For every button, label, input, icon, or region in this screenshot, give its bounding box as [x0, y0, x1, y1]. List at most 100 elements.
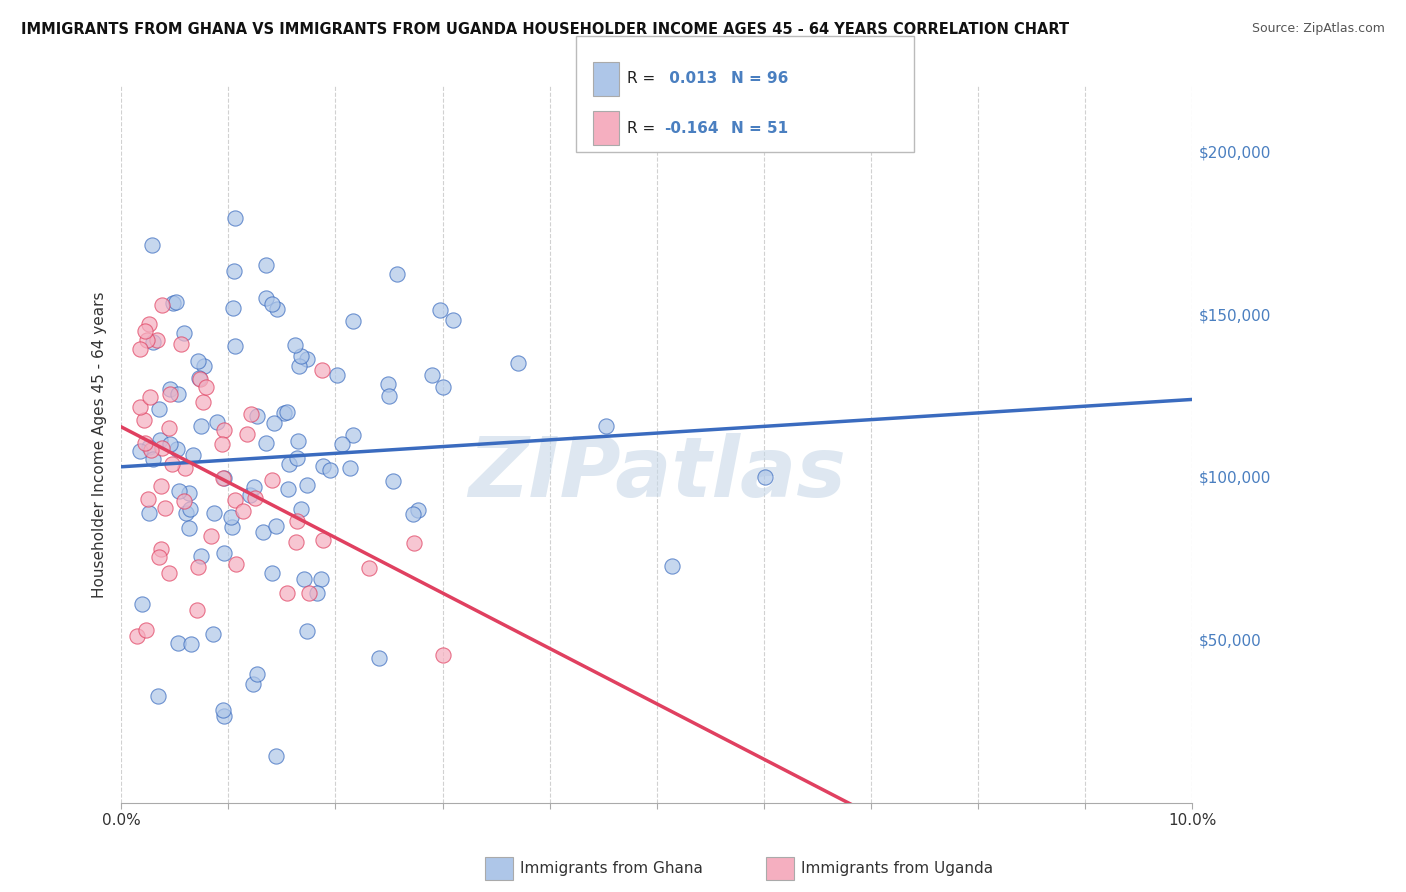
Point	[330, 437, 353, 451]
Point	[339, 461, 361, 475]
Point	[278, 457, 301, 471]
Point	[264, 749, 287, 764]
Point	[150, 441, 173, 455]
Point	[264, 519, 287, 533]
Point	[381, 474, 404, 488]
Point	[243, 491, 266, 506]
Point	[254, 436, 277, 450]
Point	[173, 460, 195, 475]
Point	[148, 401, 170, 416]
Text: N = 51: N = 51	[731, 120, 789, 136]
Point	[262, 566, 284, 581]
Point	[295, 351, 318, 366]
Point	[187, 559, 209, 574]
Point	[406, 502, 429, 516]
Text: Source: ZipAtlas.com: Source: ZipAtlas.com	[1251, 22, 1385, 36]
Point	[170, 336, 193, 351]
Text: Immigrants from Ghana: Immigrants from Ghana	[520, 862, 703, 876]
Point	[342, 314, 364, 328]
Point	[142, 452, 165, 467]
Point	[595, 419, 617, 434]
Point	[307, 585, 329, 599]
Point	[167, 483, 190, 498]
Y-axis label: Householder Income Ages 45 - 64 years: Householder Income Ages 45 - 64 years	[93, 291, 107, 598]
Point	[174, 507, 197, 521]
Point	[157, 421, 180, 435]
Point	[150, 479, 173, 493]
Point	[312, 459, 335, 474]
Point	[193, 359, 215, 373]
Point	[141, 238, 163, 252]
Point	[150, 542, 173, 557]
Point	[326, 368, 349, 383]
Point	[290, 501, 312, 516]
Point	[254, 258, 277, 272]
Point	[276, 585, 298, 599]
Point	[167, 636, 190, 650]
Point	[186, 603, 208, 617]
Point	[377, 389, 399, 403]
Point	[202, 507, 225, 521]
Point	[142, 334, 165, 349]
Point	[367, 650, 389, 665]
Point	[146, 690, 169, 704]
Point	[190, 549, 212, 563]
Point	[443, 313, 465, 327]
Point	[128, 401, 150, 415]
Point	[661, 559, 683, 574]
Point	[138, 317, 160, 331]
Point	[146, 333, 169, 347]
Point	[224, 211, 246, 226]
Point	[432, 648, 454, 662]
Point	[138, 506, 160, 520]
Point	[132, 413, 155, 427]
Point	[754, 469, 776, 483]
Point	[295, 624, 318, 638]
Point	[212, 546, 235, 560]
Point	[159, 382, 181, 396]
Text: ZIPatlas: ZIPatlas	[468, 433, 845, 514]
Point	[159, 437, 181, 451]
Point	[312, 533, 335, 547]
Point	[285, 514, 308, 528]
Point	[127, 629, 149, 643]
Point	[157, 566, 180, 581]
Point	[429, 303, 451, 318]
Point	[173, 326, 195, 341]
Text: Immigrants from Uganda: Immigrants from Uganda	[801, 862, 994, 876]
Point	[263, 416, 285, 430]
Point	[290, 349, 312, 363]
Text: N = 96: N = 96	[731, 71, 789, 87]
Point	[221, 520, 243, 534]
Point	[188, 371, 211, 385]
Point	[252, 524, 274, 539]
Point	[239, 407, 262, 421]
Point	[180, 637, 202, 651]
Point	[212, 708, 235, 723]
Point	[166, 386, 188, 401]
Point	[222, 263, 245, 277]
Text: R =: R =	[627, 71, 661, 87]
Text: 0.013: 0.013	[664, 71, 717, 87]
Point	[205, 415, 228, 429]
Point	[295, 478, 318, 492]
Point	[134, 436, 156, 450]
Point	[377, 376, 399, 391]
Point	[276, 405, 298, 419]
Point	[385, 267, 408, 281]
Text: IMMIGRANTS FROM GHANA VS IMMIGRANTS FROM UGANDA HOUSEHOLDER INCOME AGES 45 - 64 : IMMIGRANTS FROM GHANA VS IMMIGRANTS FROM…	[21, 22, 1069, 37]
Point	[166, 442, 188, 456]
Point	[187, 354, 209, 368]
Point	[287, 434, 309, 449]
Point	[179, 501, 201, 516]
Point	[232, 503, 254, 517]
Point	[165, 294, 187, 309]
Point	[139, 390, 162, 404]
Point	[260, 473, 283, 487]
Point	[254, 291, 277, 305]
Point	[219, 509, 242, 524]
Point	[191, 394, 214, 409]
Point	[194, 380, 217, 394]
Point	[173, 493, 195, 508]
Text: -0.164: -0.164	[664, 120, 718, 136]
